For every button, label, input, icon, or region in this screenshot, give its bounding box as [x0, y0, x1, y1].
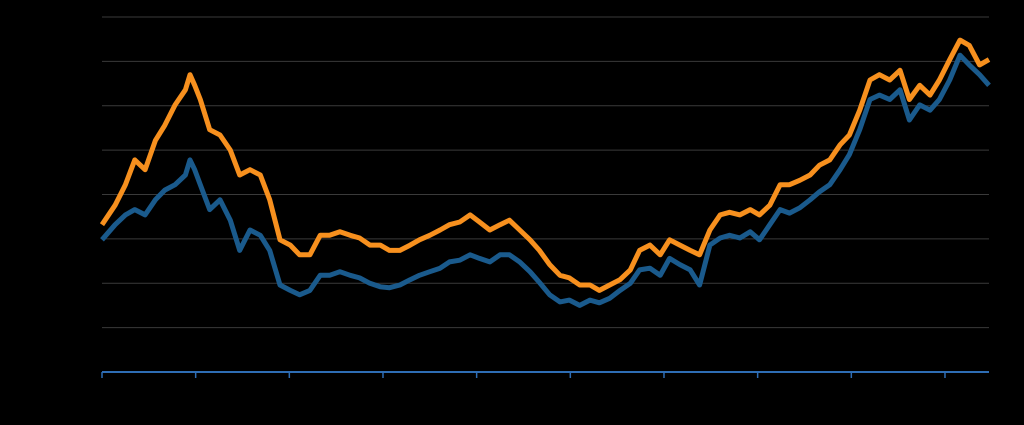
y-tick-label: 50 — [81, 320, 95, 334]
y-tick-label: 350 — [74, 54, 94, 68]
y-tick-label: 100 — [74, 275, 94, 289]
y-tick-label: 400 — [74, 9, 94, 23]
x-tick-label: 3 — [380, 382, 387, 396]
y-tick-label: 200 — [74, 187, 94, 201]
x-tick-label: 8 — [848, 382, 855, 396]
x-tick-label: 4 — [473, 382, 480, 396]
series-line — [99, 37, 991, 293]
x-tick-label: 9 — [942, 382, 949, 396]
x-tick-label: 6 — [661, 382, 668, 396]
x-tick-label: 1 — [192, 382, 199, 396]
x-tick-label: 2 — [286, 382, 293, 396]
y-tick-label: 150 — [74, 231, 94, 245]
x-tick-label: 5 — [567, 382, 574, 396]
x-tick-label: 7 — [754, 382, 761, 396]
y-tick-label: 0 — [87, 364, 94, 378]
y-tick-label: 300 — [74, 98, 94, 112]
x-tick-label: 0 — [99, 382, 106, 396]
y-tick-label: 250 — [74, 142, 94, 156]
series-line — [100, 52, 991, 308]
